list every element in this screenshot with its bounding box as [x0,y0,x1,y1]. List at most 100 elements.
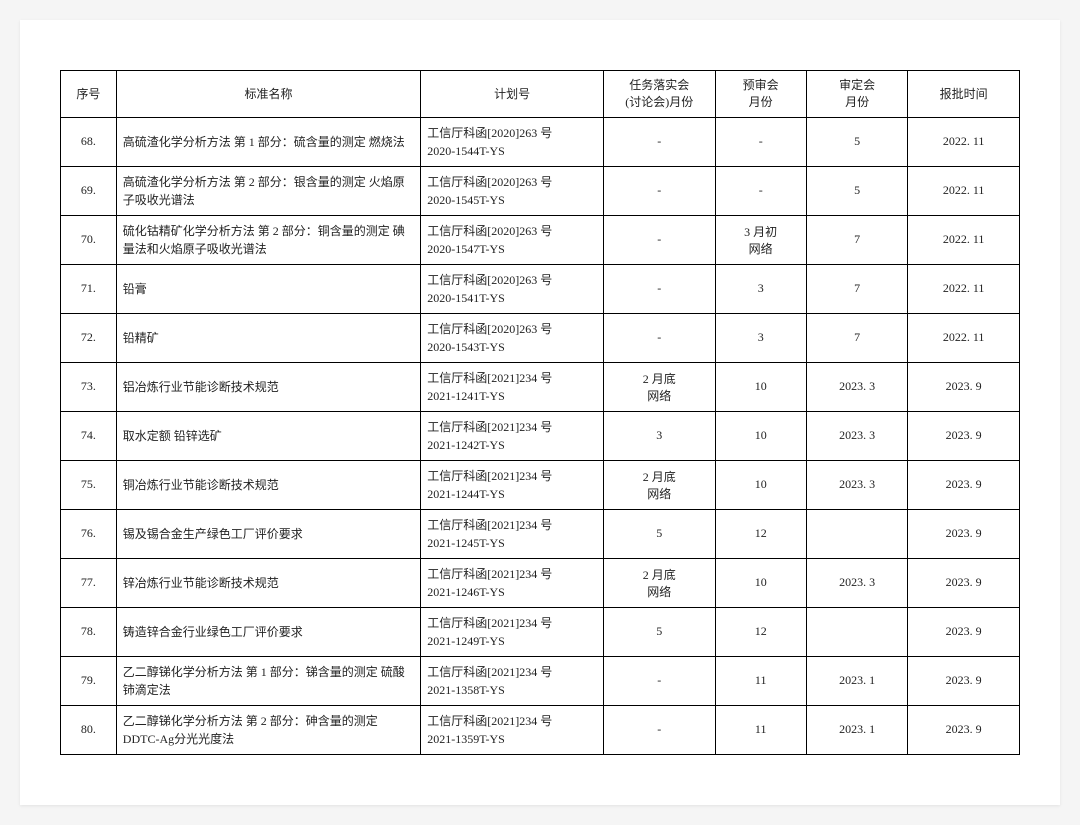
cell-name: 取水定额 铅锌选矿 [116,411,420,460]
cell-plan: 工信厅科函[2021]234 号2021-1246T-YS [421,558,604,607]
cell-seq: 76. [61,509,117,558]
cell-pre: - [715,166,806,215]
cell-plan: 工信厅科函[2020]263 号2020-1541T-YS [421,264,604,313]
cell-plan: 工信厅科函[2021]234 号2021-1244T-YS [421,460,604,509]
table-row: 73.铝冶炼行业节能诊断技术规范工信厅科函[2021]234 号2021-124… [61,362,1020,411]
cell-task: 3 [603,411,715,460]
cell-task: - [603,656,715,705]
cell-rev: 7 [806,313,907,362]
cell-plan: 工信厅科函[2021]234 号2021-1359T-YS [421,705,604,754]
cell-rev: 2023. 3 [806,362,907,411]
cell-name: 铅精矿 [116,313,420,362]
table-row: 78.铸造锌合金行业绿色工厂评价要求工信厅科函[2021]234 号2021-1… [61,607,1020,656]
cell-rev: 5 [806,166,907,215]
header-name: 标准名称 [116,71,420,118]
header-rev: 审定会月份 [806,71,907,118]
cell-name: 铅膏 [116,264,420,313]
cell-rev [806,607,907,656]
cell-task: 5 [603,607,715,656]
cell-seq: 72. [61,313,117,362]
cell-rep: 2022. 11 [908,264,1020,313]
cell-pre: 10 [715,460,806,509]
cell-seq: 79. [61,656,117,705]
cell-plan: 工信厅科函[2021]234 号2021-1245T-YS [421,509,604,558]
cell-plan: 工信厅科函[2021]234 号2021-1242T-YS [421,411,604,460]
cell-task: 2 月底网络 [603,362,715,411]
cell-plan: 工信厅科函[2021]234 号2021-1358T-YS [421,656,604,705]
cell-rep: 2023. 9 [908,705,1020,754]
table-row: 72.铅精矿工信厅科函[2020]263 号2020-1543T-YS-3720… [61,313,1020,362]
cell-seq: 68. [61,117,117,166]
cell-seq: 77. [61,558,117,607]
document-page: 序号 标准名称 计划号 任务落实会(讨论会)月份 预审会月份 审定会月份 报批时… [20,20,1060,805]
cell-task: - [603,166,715,215]
cell-seq: 70. [61,215,117,264]
cell-pre: - [715,117,806,166]
header-pre: 预审会月份 [715,71,806,118]
cell-pre: 10 [715,362,806,411]
cell-pre: 3 [715,264,806,313]
table-row: 69.高硫渣化学分析方法 第 2 部分：银含量的测定 火焰原子吸收光谱法工信厅科… [61,166,1020,215]
cell-rev: 7 [806,264,907,313]
table-row: 77.锌冶炼行业节能诊断技术规范工信厅科函[2021]234 号2021-124… [61,558,1020,607]
cell-seq: 69. [61,166,117,215]
cell-task: - [603,215,715,264]
cell-pre: 3 月初网络 [715,215,806,264]
table-row: 75.铜冶炼行业节能诊断技术规范工信厅科函[2021]234 号2021-124… [61,460,1020,509]
cell-rev: 5 [806,117,907,166]
cell-seq: 78. [61,607,117,656]
header-plan: 计划号 [421,71,604,118]
cell-task: 2 月底网络 [603,558,715,607]
table-row: 68.高硫渣化学分析方法 第 1 部分：硫含量的测定 燃烧法工信厅科函[2020… [61,117,1020,166]
table-header: 序号 标准名称 计划号 任务落实会(讨论会)月份 预审会月份 审定会月份 报批时… [61,71,1020,118]
cell-rep: 2023. 9 [908,509,1020,558]
cell-name: 铜冶炼行业节能诊断技术规范 [116,460,420,509]
cell-plan: 工信厅科函[2021]234 号2021-1249T-YS [421,607,604,656]
cell-name: 铝冶炼行业节能诊断技术规范 [116,362,420,411]
cell-rep: 2022. 11 [908,117,1020,166]
cell-name: 高硫渣化学分析方法 第 2 部分：银含量的测定 火焰原子吸收光谱法 [116,166,420,215]
cell-rev: 2023. 1 [806,705,907,754]
cell-rep: 2022. 11 [908,166,1020,215]
cell-plan: 工信厅科函[2020]263 号2020-1543T-YS [421,313,604,362]
cell-seq: 75. [61,460,117,509]
cell-rep: 2023. 9 [908,460,1020,509]
cell-name: 乙二醇锑化学分析方法 第 1 部分：锑含量的测定 硫酸铈滴定法 [116,656,420,705]
cell-seq: 71. [61,264,117,313]
cell-task: - [603,264,715,313]
cell-task: 5 [603,509,715,558]
cell-rep: 2022. 11 [908,313,1020,362]
cell-plan: 工信厅科函[2020]263 号2020-1547T-YS [421,215,604,264]
cell-task: - [603,313,715,362]
cell-plan: 工信厅科函[2021]234 号2021-1241T-YS [421,362,604,411]
cell-task: - [603,117,715,166]
cell-name: 铸造锌合金行业绿色工厂评价要求 [116,607,420,656]
cell-task: - [603,705,715,754]
table-row: 76.锡及锡合金生产绿色工厂评价要求工信厅科函[2021]234 号2021-1… [61,509,1020,558]
cell-seq: 73. [61,362,117,411]
table-row: 70.硫化钴精矿化学分析方法 第 2 部分：铜含量的测定 碘量法和火焰原子吸收光… [61,215,1020,264]
cell-task: 2 月底网络 [603,460,715,509]
cell-pre: 10 [715,558,806,607]
standards-table: 序号 标准名称 计划号 任务落实会(讨论会)月份 预审会月份 审定会月份 报批时… [60,70,1020,755]
cell-rev: 2023. 3 [806,558,907,607]
cell-pre: 12 [715,607,806,656]
cell-rev [806,509,907,558]
table-body: 68.高硫渣化学分析方法 第 1 部分：硫含量的测定 燃烧法工信厅科函[2020… [61,117,1020,754]
cell-pre: 10 [715,411,806,460]
cell-rev: 7 [806,215,907,264]
cell-rep: 2023. 9 [908,656,1020,705]
cell-pre: 12 [715,509,806,558]
cell-rep: 2022. 11 [908,215,1020,264]
cell-plan: 工信厅科函[2020]263 号2020-1545T-YS [421,166,604,215]
cell-name: 锡及锡合金生产绿色工厂评价要求 [116,509,420,558]
cell-rep: 2023. 9 [908,558,1020,607]
header-seq: 序号 [61,71,117,118]
cell-seq: 74. [61,411,117,460]
cell-rep: 2023. 9 [908,411,1020,460]
table-row: 80.乙二醇锑化学分析方法 第 2 部分：砷含量的测定 DDTC-Ag分光光度法… [61,705,1020,754]
cell-name: 硫化钴精矿化学分析方法 第 2 部分：铜含量的测定 碘量法和火焰原子吸收光谱法 [116,215,420,264]
cell-name: 乙二醇锑化学分析方法 第 2 部分：砷含量的测定 DDTC-Ag分光光度法 [116,705,420,754]
header-task: 任务落实会(讨论会)月份 [603,71,715,118]
table-row: 71.铅膏工信厅科函[2020]263 号2020-1541T-YS-37202… [61,264,1020,313]
